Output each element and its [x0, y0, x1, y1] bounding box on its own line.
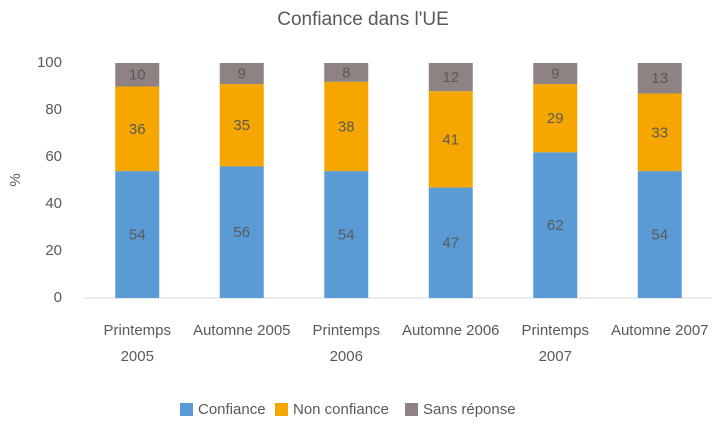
bar-segment	[324, 63, 369, 82]
data-label: 29	[547, 110, 564, 127]
data-label: 9	[551, 66, 559, 83]
data-label: 9	[238, 66, 246, 83]
bar-segment	[428, 187, 473, 298]
bar-segment	[533, 152, 578, 298]
legend-label: Confiance	[198, 401, 266, 418]
data-label: 41	[442, 131, 459, 148]
x-tick-label: Printemps 2006	[312, 322, 380, 365]
data-label: 38	[338, 118, 355, 135]
x-tick-label: Automne 2007	[611, 322, 709, 339]
y-tick-label: 80	[45, 101, 62, 118]
bar-segment	[533, 63, 578, 85]
data-label: 62	[547, 217, 564, 234]
bar-segment	[637, 63, 682, 94]
data-label: 36	[129, 121, 146, 138]
data-label: 13	[651, 70, 668, 87]
bar-segment	[637, 171, 682, 298]
x-tick-label: Printemps 2005	[103, 322, 171, 365]
y-tick-label: 20	[45, 242, 62, 259]
y-tick-label: 40	[45, 195, 62, 212]
bar-segment	[219, 63, 264, 85]
x-tick-label: Printemps 2007	[521, 322, 589, 365]
legend-swatch	[275, 403, 288, 416]
chart-title: Confiance dans l'UE	[277, 9, 449, 30]
y-tick-label: 60	[45, 148, 62, 165]
data-label: 54	[651, 227, 668, 244]
data-label: 8	[342, 64, 350, 81]
bar-segment	[637, 93, 682, 172]
x-tick-label: Automne 2005	[193, 322, 291, 339]
bar-segment	[115, 63, 160, 87]
bar-segment	[324, 81, 369, 172]
bar-segment	[219, 84, 264, 167]
data-label: 56	[233, 224, 250, 241]
y-axis-label: %	[7, 173, 24, 186]
bar-segment	[428, 91, 473, 188]
bar-segment	[428, 63, 473, 92]
bar-segment	[115, 86, 160, 172]
bar-segment	[324, 171, 369, 298]
data-label: 10	[129, 67, 146, 84]
data-label: 47	[442, 235, 459, 252]
bar-segment	[533, 84, 578, 153]
data-label: 35	[233, 117, 250, 134]
bar-segment	[115, 171, 160, 298]
legend-swatch	[405, 403, 418, 416]
data-label: 33	[651, 124, 668, 141]
legend-label: Sans réponse	[423, 401, 516, 418]
data-label: 54	[338, 227, 355, 244]
legend-label: Non confiance	[293, 401, 389, 418]
y-tick-label: 100	[37, 54, 62, 71]
bar-segment	[219, 166, 264, 298]
x-tick-label: Automne 2006	[402, 322, 500, 339]
y-tick-label: 0	[54, 289, 62, 306]
data-label: 12	[442, 69, 459, 86]
data-label: 54	[129, 227, 146, 244]
legend-swatch	[180, 403, 193, 416]
